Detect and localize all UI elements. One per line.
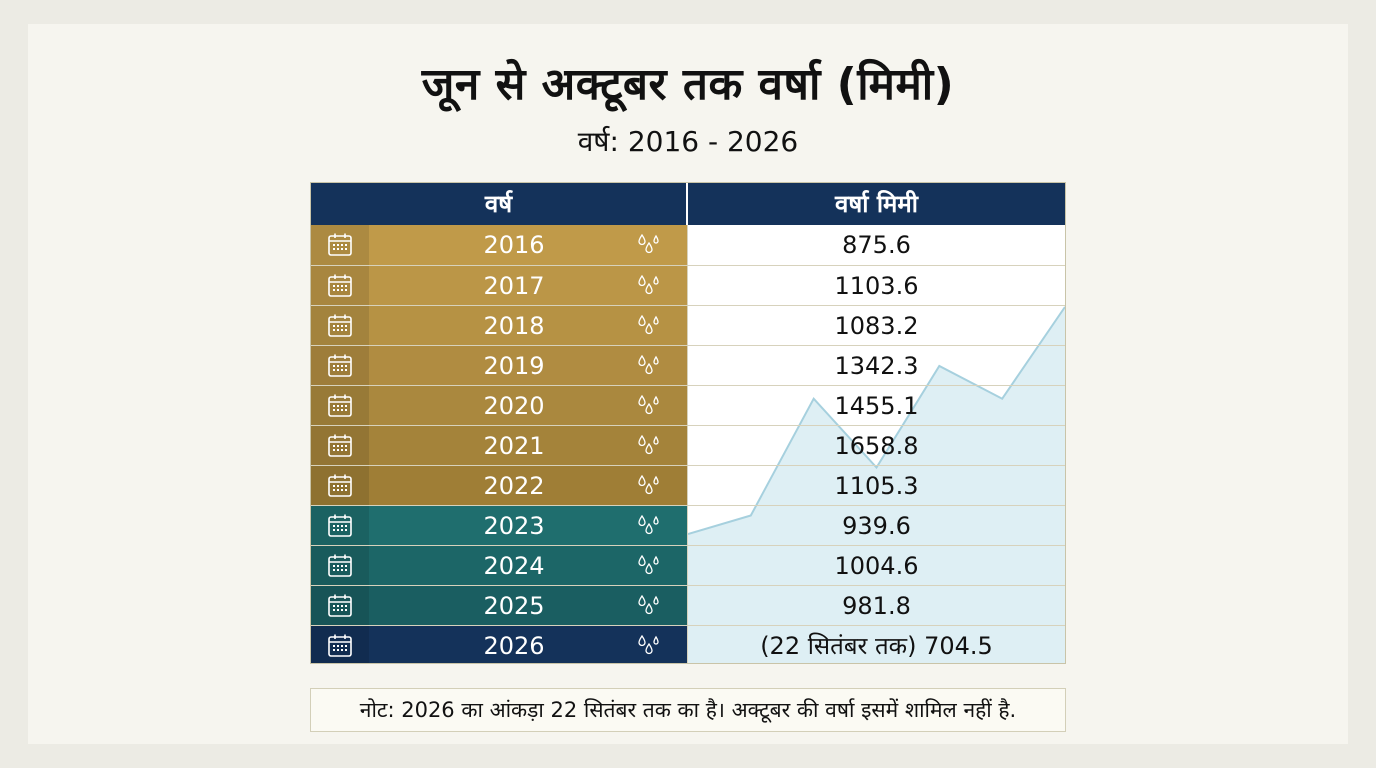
trend-area-line [688,306,1065,536]
year-label: 2023 [483,512,545,540]
calendar-icon [327,353,353,383]
raindrops-icon [637,434,665,461]
rainfall-value: 1083.2 [834,312,919,340]
year-label: 2022 [483,472,545,500]
calendar-icon [327,313,353,343]
calendar-icon-box [311,386,369,426]
year-cell: 2016 [311,225,688,265]
rainfall-value: 1658.8 [834,432,919,460]
calendar-icon-box [311,586,369,626]
calendar-icon-box [311,466,369,506]
rainfall-value: (22 सितंबर तक) 704.5 [760,632,993,660]
year-cell: 2023 [311,506,688,546]
table-row: 2018 1083.2 [311,305,1065,346]
year-label: 2026 [483,632,545,660]
calendar-icon [327,273,353,303]
table-row: 2022 1105.3 [311,465,1065,506]
raindrops-icon [637,594,665,621]
year-cell: 2024 [311,546,688,586]
year-label: 2024 [483,552,545,580]
table-body: 2016 875.6 2017 1103.6 2018 1083.2 2019 1342.3 2… [311,225,1065,663]
rainfall-value: 875.6 [842,231,911,259]
year-label: 2020 [483,392,545,420]
rainfall-value: 1004.6 [834,552,919,580]
calendar-icon [327,393,353,423]
rainfall-value: 1342.3 [834,352,919,380]
calendar-icon-box [311,266,369,306]
table-row: 2016 875.6 [311,225,1065,265]
calendar-icon-box [311,546,369,586]
rainfall-trend-area [688,306,1065,663]
calendar-icon-box [311,346,369,386]
year-label: 2025 [483,592,545,620]
footnote: नोट: 2026 का आंकड़ा 22 सितंबर तक का है। … [310,688,1066,732]
table-row: 2017 1103.6 [311,265,1065,306]
calendar-icon [327,553,353,583]
rainfall-value: 939.6 [842,512,911,540]
table-row: 2021 1658.8 [311,425,1065,466]
year-cell: 2025 [311,586,688,626]
raindrops-icon [637,233,665,260]
year-label: 2016 [483,231,545,259]
column-header-year: वर्ष [311,183,688,225]
table-row: 2025 981.8 [311,585,1065,626]
year-cell: 2019 [311,346,688,386]
calendar-icon-box [311,626,369,663]
table-row: 2026 (22 सितंबर तक) 704.5 [311,625,1065,663]
raindrops-icon [637,474,665,501]
rainfall-value: 1105.3 [834,472,919,500]
calendar-icon [327,593,353,623]
table-row: 2024 1004.6 [311,545,1065,586]
raindrops-icon [637,394,665,421]
calendar-icon [327,473,353,503]
calendar-icon [327,433,353,463]
calendar-icon [327,513,353,543]
year-cell: 2017 [311,266,688,306]
table-row: 2019 1342.3 [311,345,1065,386]
rainfall-value: 1455.1 [834,392,919,420]
raindrops-icon [637,354,665,381]
raindrops-icon [637,314,665,341]
raindrops-icon [637,634,665,661]
calendar-icon-box [311,426,369,466]
calendar-icon [327,232,353,262]
raindrops-icon [637,274,665,301]
year-label: 2018 [483,312,545,340]
raindrops-icon [637,554,665,581]
calendar-icon-box [311,225,369,265]
calendar-icon-box [311,506,369,546]
year-label: 2017 [483,272,545,300]
year-cell: 2018 [311,306,688,346]
calendar-icon [327,633,353,663]
year-cell: 2022 [311,466,688,506]
year-label: 2019 [483,352,545,380]
raindrops-icon [637,514,665,541]
year-cell: 2026 [311,626,688,663]
calendar-icon-box [311,306,369,346]
chart-title: जून से अक्टूबर तक वर्षा (मिमी) [421,59,955,110]
year-label: 2021 [483,432,545,460]
table-row: 2023 939.6 [311,505,1065,546]
rainfall-value: 1103.6 [834,272,919,300]
table-row: 2020 1455.1 [311,385,1065,426]
rainfall-value: 981.8 [842,592,911,620]
chart-subtitle: वर्ष: 2016 - 2026 [577,125,799,158]
rainfall-table: वर्ष वर्षा मिमी 2016 875.6 2017 1103.6 2018 1… [310,182,1066,664]
year-cell: 2020 [311,386,688,426]
trend-area-fill [688,306,1065,663]
column-header-rainfall: वर्षा मिमी [688,183,1065,225]
year-cell: 2021 [311,426,688,466]
